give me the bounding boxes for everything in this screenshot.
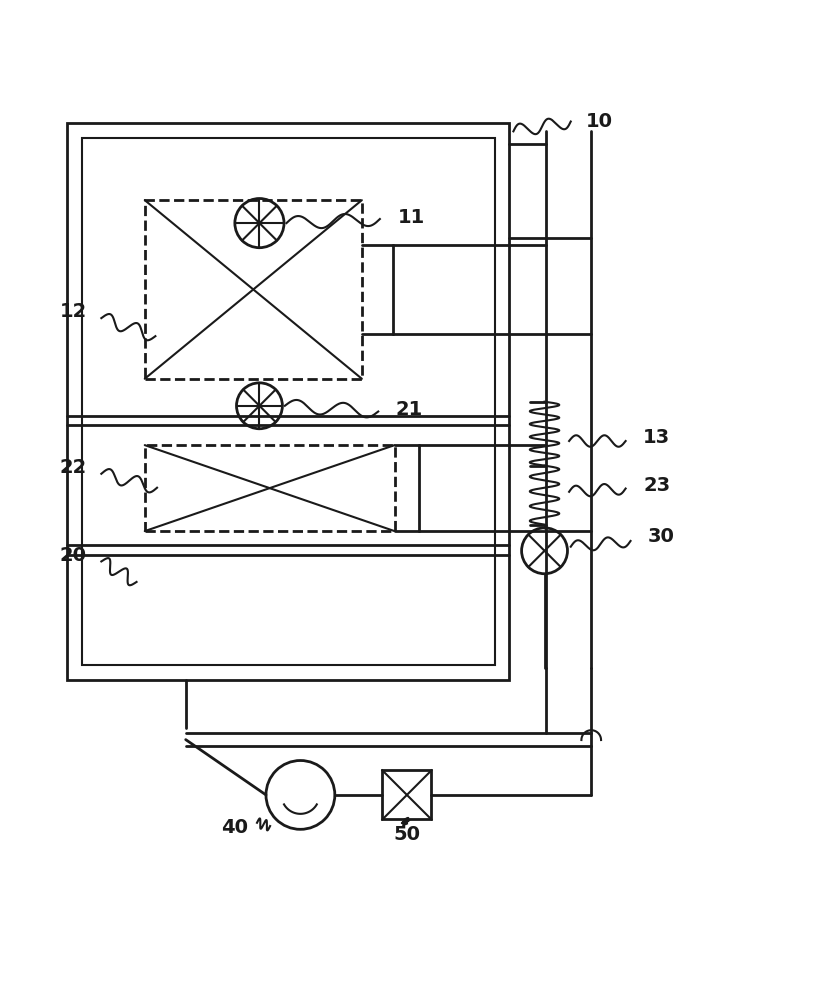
Bar	[145, 445, 395, 531]
Bar	[67, 123, 510, 680]
Bar	[382, 770, 432, 819]
Text: 11: 11	[397, 208, 425, 227]
Text: 22: 22	[60, 458, 87, 477]
Text: 20: 20	[60, 546, 87, 565]
Text: 30: 30	[648, 527, 674, 546]
Text: 40: 40	[221, 818, 248, 837]
Bar	[145, 200, 362, 379]
Text: 10: 10	[586, 112, 613, 131]
Text: 21: 21	[395, 400, 423, 419]
Text: 23: 23	[643, 476, 670, 495]
Text: 12: 12	[60, 302, 87, 321]
Text: 13: 13	[643, 428, 670, 447]
Text: 50: 50	[394, 825, 420, 844]
Bar	[81, 138, 495, 665]
